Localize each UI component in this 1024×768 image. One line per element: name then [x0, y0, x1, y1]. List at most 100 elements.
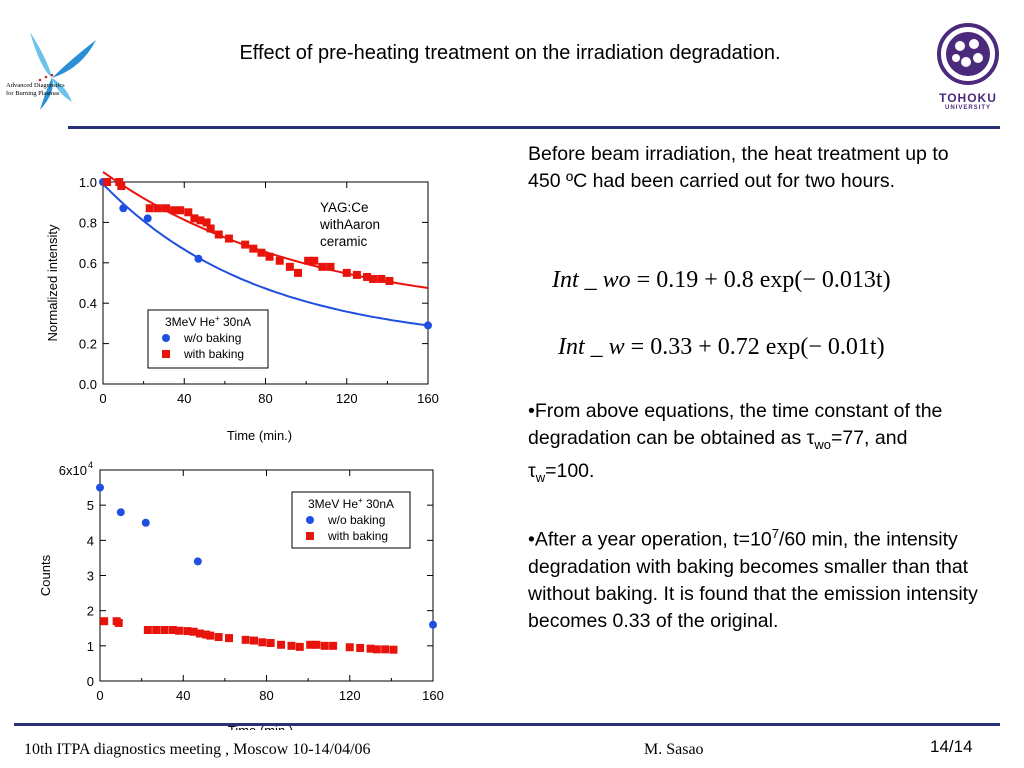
data-point-with-baking: [202, 630, 211, 639]
data-point-with-baking: [285, 262, 294, 271]
legend-marker-square: [306, 532, 314, 540]
data-point-with-baking: [310, 256, 319, 265]
data-point-wo-baking: [116, 508, 125, 517]
tau-w-subscript: w: [535, 469, 546, 485]
data-point-with-baking: [377, 274, 386, 283]
footer-meeting: 10th ITPA diagnostics meeting , Moscow 1…: [24, 741, 371, 758]
data-point-with-baking: [100, 617, 109, 626]
data-point-with-baking: [312, 640, 321, 649]
data-point-with-baking: [241, 635, 250, 644]
data-point-with-baking: [225, 634, 234, 643]
paragraph-pretreatment: Before beam irradiation, the heat treatm…: [528, 143, 949, 192]
bullet2-text: •After a year operation, t=10: [528, 528, 772, 551]
data-point-with-baking: [103, 178, 112, 186]
y-tick-label: 0.2: [79, 337, 97, 352]
legend-marker-square: [162, 350, 170, 358]
data-point-with-baking: [206, 224, 215, 233]
data-point-with-baking: [190, 214, 199, 223]
x-tick-label: 0: [96, 688, 103, 703]
legend-label: w/o baking: [183, 331, 241, 345]
data-point-with-baking: [196, 216, 205, 225]
tau-wo-subscript: wo: [814, 436, 831, 452]
y-tick-exponent: 4: [88, 460, 93, 470]
data-point-with-baking: [304, 256, 313, 265]
data-point-with-baking: [241, 240, 250, 249]
x-tick-label: 160: [422, 688, 444, 703]
exponent: 7: [771, 526, 779, 541]
data-point-with-baking: [145, 204, 154, 213]
data-point-with-baking: [381, 645, 390, 654]
data-point-with-baking: [184, 208, 193, 217]
data-point-with-baking: [352, 270, 361, 279]
y-tick-label: 5: [87, 498, 94, 513]
bullet-time-constant: •From above equations, the time constant…: [528, 398, 978, 491]
bullet1-text: •From above equations, the time constant…: [528, 400, 943, 449]
legend-label: w/o baking: [327, 513, 385, 527]
butterfly-logo-icon: [30, 32, 96, 110]
data-point-with-baking: [195, 629, 204, 638]
slide-title: Effect of pre-heating treatment on the i…: [239, 42, 781, 64]
y-tick-label: 1.0: [79, 175, 97, 190]
data-point-with-baking: [214, 230, 223, 239]
data-point-with-baking: [265, 252, 274, 261]
data-point-with-baking: [249, 244, 258, 253]
tau-symbol-2: τ: [528, 459, 536, 482]
bullet-year-operation: •After a year operation, t=107/60 min, t…: [528, 520, 978, 635]
data-point-with-baking: [369, 274, 378, 283]
x-tick-label: 120: [336, 391, 358, 406]
data-point-with-baking: [356, 643, 365, 652]
data-point-with-baking: [266, 639, 275, 648]
x-tick-label: 120: [339, 688, 361, 703]
data-point-with-baking: [176, 206, 185, 215]
logo-text-line1: Advanced Diagnostics: [6, 82, 65, 89]
tohoku-emblem-icon: [937, 23, 999, 85]
y-tick-label: 4: [87, 533, 94, 548]
material-annotation: ceramic: [320, 234, 368, 249]
y-tick-label: 0.6: [79, 256, 97, 271]
adbp-logo: Advanced Diagnostics for Burning Plasmas: [0, 30, 110, 115]
data-point-with-baking: [153, 204, 162, 213]
data-point-with-baking: [258, 638, 267, 647]
data-point-with-baking: [385, 276, 394, 285]
x-tick-label: 0: [99, 391, 106, 406]
data-point-with-baking: [294, 268, 302, 277]
legend-title: 3MeV He+ 30nA: [165, 314, 251, 329]
data-point-wo-baking: [424, 321, 432, 330]
university-label: UNIVERSITY: [944, 105, 991, 111]
x-tick-label: 40: [177, 391, 191, 406]
data-point-with-baking: [168, 626, 177, 635]
equation-without-baking: Int _ wo = 0.19 + 0.8 exp(− 0.013t): [552, 267, 891, 294]
footer-rule: [14, 723, 1000, 726]
data-point-with-baking: [287, 641, 296, 650]
x-tick-label: 40: [176, 688, 190, 703]
legend-label: with baking: [327, 529, 388, 543]
bullet1-end: =100.: [545, 459, 595, 482]
legend-label: with baking: [183, 347, 244, 361]
data-point-with-baking: [250, 636, 259, 645]
data-point-with-baking: [143, 626, 152, 635]
data-point-with-baking: [342, 268, 351, 277]
material-annotation: YAG:Ce: [320, 200, 369, 215]
data-point-with-baking: [161, 204, 170, 213]
logo-text-line2: for Burning Plasmas: [6, 90, 60, 97]
data-point-with-baking: [114, 618, 123, 627]
data-point-with-baking: [389, 645, 398, 654]
equation1-lhs: Int _ wo: [552, 267, 631, 293]
x-axis-label: Time (min.): [227, 428, 292, 443]
data-point-with-baking: [160, 626, 169, 635]
data-point-with-baking: [257, 248, 266, 257]
data-point-with-baking: [170, 206, 179, 215]
data-point-with-baking: [318, 262, 327, 271]
data-point-with-baking: [275, 256, 284, 265]
data-point-wo-baking: [194, 254, 203, 263]
y-tick-label: 0.8: [79, 215, 97, 230]
fit-curve-w-o-baking: [102, 183, 429, 327]
data-point-with-baking: [189, 627, 198, 636]
x-axis-label: Time (min.): [228, 723, 293, 730]
data-point-with-baking: [202, 218, 211, 227]
y-axis-label: Counts: [38, 554, 53, 596]
data-point-wo-baking: [119, 204, 128, 213]
legend-title: 3MeV He+ 30nA: [308, 496, 394, 511]
y-tick-label: 6x10: [59, 463, 87, 478]
